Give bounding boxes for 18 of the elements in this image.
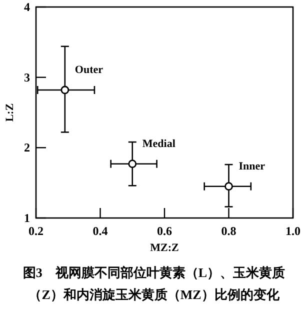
x-tick-label: 1.0 — [286, 224, 300, 238]
y-tick-label: 1 — [24, 211, 30, 225]
y-axis-title: L:Z — [4, 103, 16, 122]
point — [224, 182, 233, 191]
y-tick-label: 3 — [24, 70, 30, 84]
point — [128, 160, 137, 168]
x-axis-title: MZ:Z — [150, 242, 179, 254]
y-tick-label: 4 — [24, 0, 30, 14]
x-tick-label: 0.4 — [92, 224, 108, 238]
text: 图3 视网膜不同部位叶黄素（L）、玉米黄质（Z）和内消旋玉米黄质（MZ）比例的变化 — [22, 264, 286, 304]
point — [60, 86, 70, 94]
x-tick-label: 0.6 — [157, 224, 172, 238]
annotation: Inner — [238, 160, 266, 172]
x-tick-label: 0.8 — [221, 224, 236, 238]
x-tick-label: 0.2 — [28, 224, 44, 238]
y-tick-label: 2 — [24, 140, 30, 155]
annotation: Medial — [142, 138, 176, 150]
annotation: Outer — [74, 64, 104, 76]
